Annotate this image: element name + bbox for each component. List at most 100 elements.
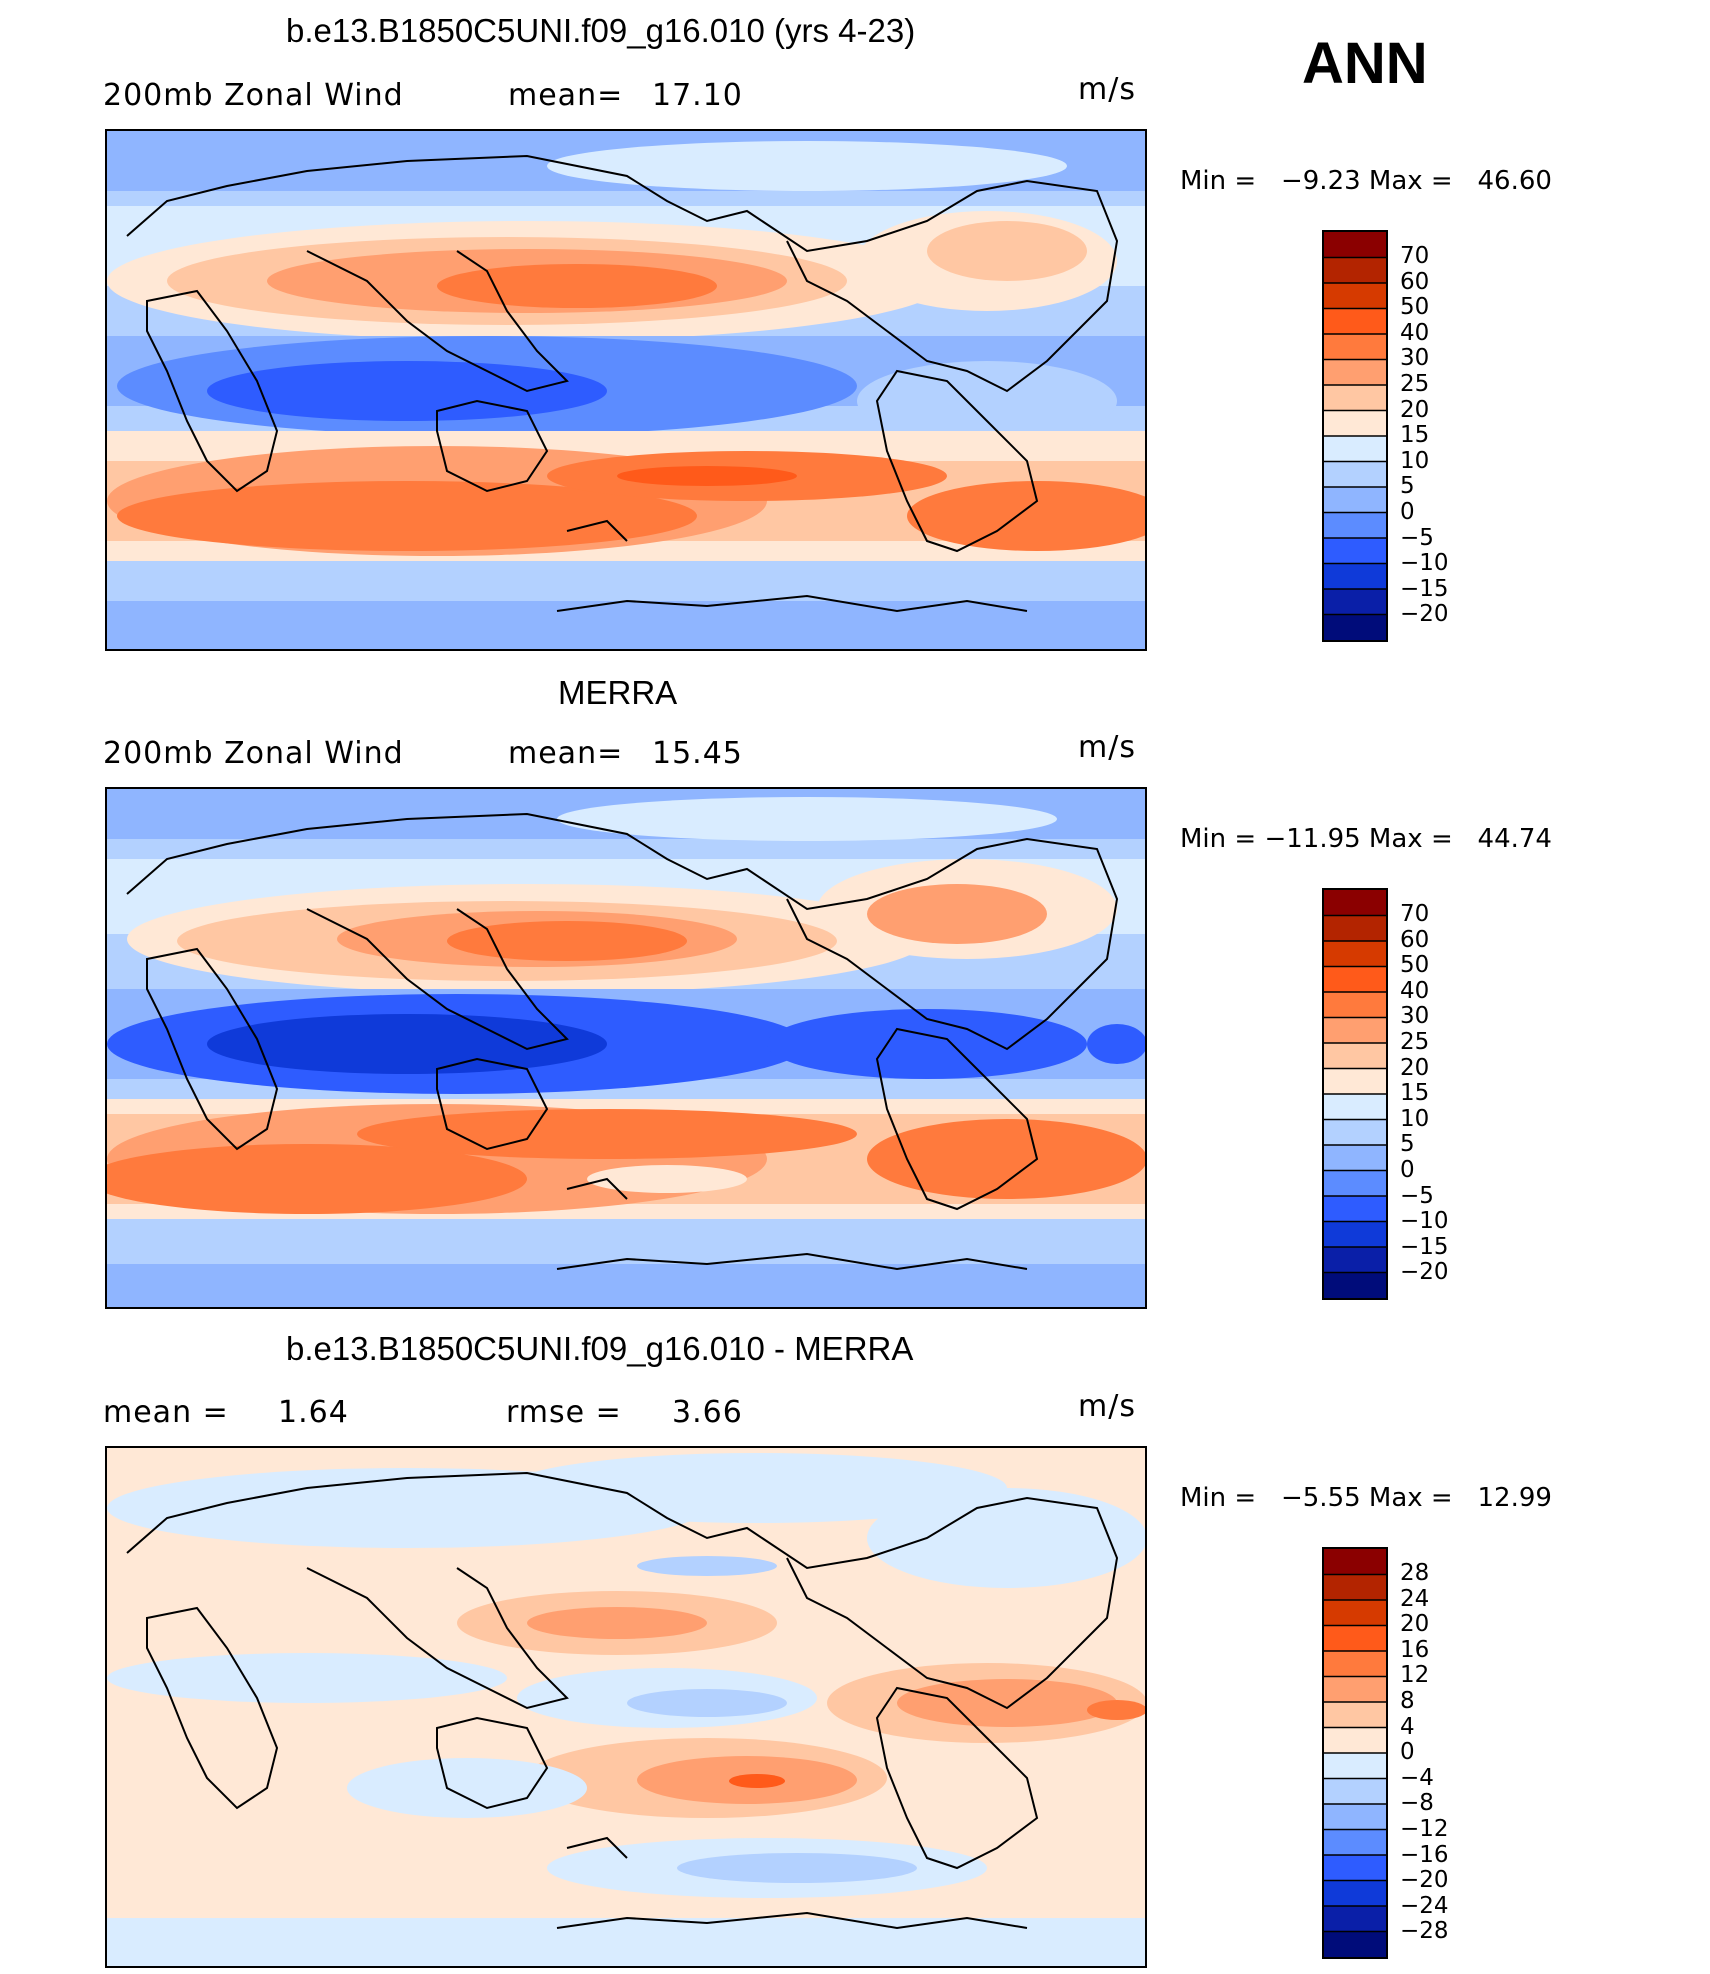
panel1-map [105, 129, 1147, 651]
colorbar-swatch [1324, 257, 1386, 284]
colorbar-tick: −8 [1400, 1790, 1434, 1817]
panel3-rmse-label: rmse = [506, 1395, 622, 1430]
panel3-colorbar-swatches [1324, 1549, 1386, 1957]
colorbar-swatch [1324, 614, 1386, 640]
colorbar-swatch [1324, 1829, 1386, 1856]
colorbar-swatch [1324, 1676, 1386, 1703]
colorbar-tick: −10 [1400, 1208, 1449, 1235]
colorbar-swatch [1324, 436, 1386, 462]
colorbar-swatch [1324, 1068, 1386, 1095]
panel2-units: m/s [1078, 730, 1136, 765]
panel1-mean-label: mean= [508, 78, 624, 113]
colorbar-tick: 40 [1400, 977, 1430, 1004]
panel3-map [105, 1446, 1147, 1968]
colorbar-swatch [1324, 890, 1386, 916]
colorbar-swatch [1324, 966, 1386, 993]
colorbar-tick: 25 [1400, 1028, 1430, 1055]
colorbar-tick: −5 [1400, 1182, 1434, 1209]
colorbar-swatch [1324, 334, 1386, 360]
panel2-colorbar [1322, 888, 1388, 1300]
panel2-colorbar-swatches [1324, 890, 1386, 1298]
panel1-minmax: Min = −9.23 Max = 46.60 [1180, 166, 1552, 196]
colorbar-tick: 5 [1400, 1131, 1415, 1158]
colorbar-tick: 16 [1400, 1636, 1430, 1663]
panel1-colorbar-swatches [1324, 232, 1386, 640]
colorbar-swatch [1324, 1549, 1386, 1575]
panel1-units: m/s [1078, 72, 1136, 107]
panel3-title: b.e13.B1850C5UNI.f09_g16.010 - MERRA [286, 1330, 914, 1367]
colorbar-tick: 28 [1400, 1560, 1430, 1586]
colorbar-tick: 12 [1400, 1662, 1430, 1689]
colorbar-tick: 50 [1400, 294, 1430, 321]
colorbar-tick: −12 [1400, 1815, 1449, 1842]
colorbar-tick: −5 [1400, 524, 1434, 551]
colorbar-tick: 10 [1400, 447, 1430, 474]
colorbar-swatch [1324, 283, 1386, 309]
colorbar-tick: 60 [1400, 926, 1430, 953]
colorbar-tick: 8 [1400, 1687, 1415, 1714]
colorbar-tick: 0 [1400, 1739, 1415, 1766]
panel3-colorbar-labels: 28 24 20 16 12 8 4 0 −4 −8 −12 −16 −20 −… [1400, 1560, 1449, 1945]
colorbar-tick: 70 [1400, 901, 1430, 927]
colorbar-swatch [1324, 410, 1386, 437]
colorbar-tick: 15 [1400, 1080, 1430, 1107]
panel2-field-label: 200mb Zonal Wind [103, 736, 404, 771]
panel1-title: b.e13.B1850C5UNI.f09_g16.010 (yrs 4-23) [286, 12, 916, 49]
colorbar-swatch [1324, 1247, 1386, 1273]
colorbar-swatch [1324, 563, 1386, 590]
colorbar-swatch [1324, 232, 1386, 258]
colorbar-swatch [1324, 915, 1386, 942]
colorbar-swatch [1324, 1931, 1386, 1957]
panel1-field-label: 200mb Zonal Wind [103, 78, 404, 113]
colorbar-tick: 20 [1400, 1611, 1430, 1638]
colorbar-tick: −20 [1400, 601, 1449, 628]
colorbar-swatch [1324, 1906, 1386, 1932]
colorbar-swatch [1324, 461, 1386, 488]
colorbar-swatch [1324, 1170, 1386, 1197]
season-label: ANN [1302, 31, 1428, 96]
colorbar-tick: 0 [1400, 498, 1415, 525]
colorbar-swatch [1324, 1272, 1386, 1298]
panel1-colorbar [1322, 230, 1388, 642]
colorbar-swatch [1324, 1880, 1386, 1907]
colorbar-swatch [1324, 512, 1386, 539]
colorbar-swatch [1324, 385, 1386, 411]
colorbar-swatch [1324, 1196, 1386, 1222]
colorbar-tick: 10 [1400, 1105, 1430, 1132]
panel3-mean-label: mean = [103, 1395, 229, 1430]
colorbar-swatch [1324, 941, 1386, 967]
colorbar-tick: −20 [1400, 1259, 1449, 1286]
colorbar-tick: 25 [1400, 370, 1430, 397]
colorbar-tick: −4 [1400, 1764, 1434, 1791]
colorbar-swatch [1324, 359, 1386, 386]
panel1-mean-value: 17.10 [652, 78, 743, 113]
colorbar-swatch [1324, 538, 1386, 564]
colorbar-tick: 15 [1400, 422, 1430, 449]
colorbar-swatch [1324, 1625, 1386, 1652]
colorbar-swatch [1324, 1651, 1386, 1677]
colorbar-swatch [1324, 1702, 1386, 1728]
panel3-colorbar [1322, 1547, 1388, 1959]
colorbar-swatch [1324, 1145, 1386, 1171]
colorbar-swatch [1324, 308, 1386, 335]
colorbar-swatch [1324, 992, 1386, 1018]
colorbar-swatch [1324, 487, 1386, 513]
colorbar-swatch [1324, 1017, 1386, 1044]
colorbar-swatch [1324, 1600, 1386, 1626]
panel2-minmax: Min = −11.95 Max = 44.74 [1180, 824, 1552, 854]
panel3-rmse-value: 3.66 [672, 1395, 743, 1430]
panel2-map [105, 787, 1147, 1309]
colorbar-swatch [1324, 1855, 1386, 1881]
panel2-colorbar-labels: 70 60 50 40 30 25 20 15 10 5 0 −5 −10 −1… [1400, 901, 1449, 1286]
panel3-minmax: Min = −5.55 Max = 12.99 [1180, 1483, 1552, 1513]
colorbar-tick: −28 [1400, 1918, 1449, 1945]
panel3-units: m/s [1078, 1389, 1136, 1424]
colorbar-tick: −10 [1400, 550, 1449, 577]
colorbar-swatch [1324, 1778, 1386, 1805]
colorbar-tick: 50 [1400, 952, 1430, 979]
colorbar-swatch [1324, 1221, 1386, 1248]
colorbar-tick: 0 [1400, 1156, 1415, 1183]
panel1-colorbar-labels: 70 60 50 40 30 25 20 15 10 5 0 −5 −10 −1… [1400, 243, 1449, 628]
colorbar-swatch [1324, 1804, 1386, 1830]
colorbar-tick: 30 [1400, 345, 1430, 372]
